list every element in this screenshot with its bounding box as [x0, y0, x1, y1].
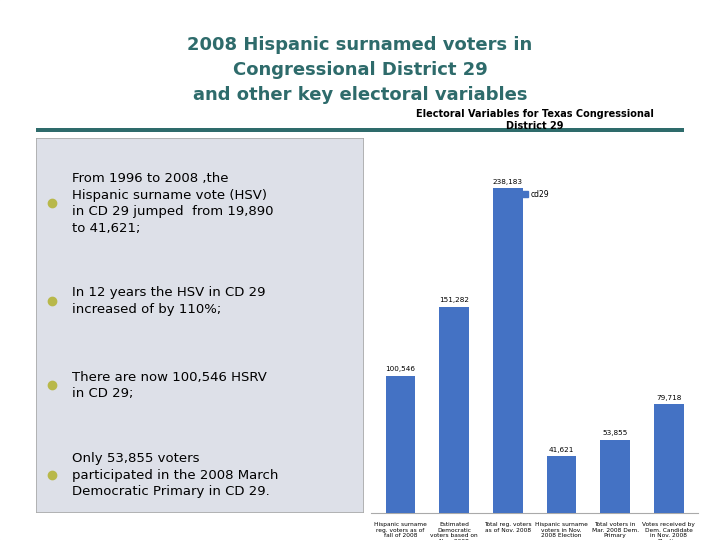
Title: Electoral Variables for Texas Congressional
District 29: Electoral Variables for Texas Congressio…	[415, 109, 654, 131]
Bar	[600, 440, 630, 513]
Bar	[439, 307, 469, 513]
Bar	[654, 404, 683, 513]
Text: There are now 100,546 HSRV
in CD 29;: There are now 100,546 HSRV in CD 29;	[72, 370, 267, 400]
Text: 53,855: 53,855	[603, 430, 628, 436]
Bar	[386, 376, 415, 513]
Text: 238,183: 238,183	[492, 179, 523, 185]
Text: 79,718: 79,718	[656, 395, 681, 401]
Text: From 1996 to 2008 ,the
Hispanic surname vote (HSV)
in CD 29 jumped  from 19,890
: From 1996 to 2008 ,the Hispanic surname …	[72, 172, 274, 234]
Text: 2008 Hispanic surnamed voters in
Congressional District 29
and other key elector: 2008 Hispanic surnamed voters in Congres…	[187, 36, 533, 104]
Bar	[546, 456, 576, 513]
Text: 151,282: 151,282	[439, 297, 469, 303]
Legend: cd29: cd29	[517, 186, 552, 201]
Text: 41,621: 41,621	[549, 447, 574, 453]
Text: In 12 years the HSV in CD 29
increased of by 110%;: In 12 years the HSV in CD 29 increased o…	[72, 286, 266, 316]
Text: 100,546: 100,546	[385, 366, 415, 373]
Bar	[493, 188, 523, 513]
Text: Only 53,855 voters
participated in the 2008 March
Democratic Primary in CD 29.: Only 53,855 voters participated in the 2…	[72, 453, 279, 498]
FancyBboxPatch shape	[36, 138, 364, 513]
